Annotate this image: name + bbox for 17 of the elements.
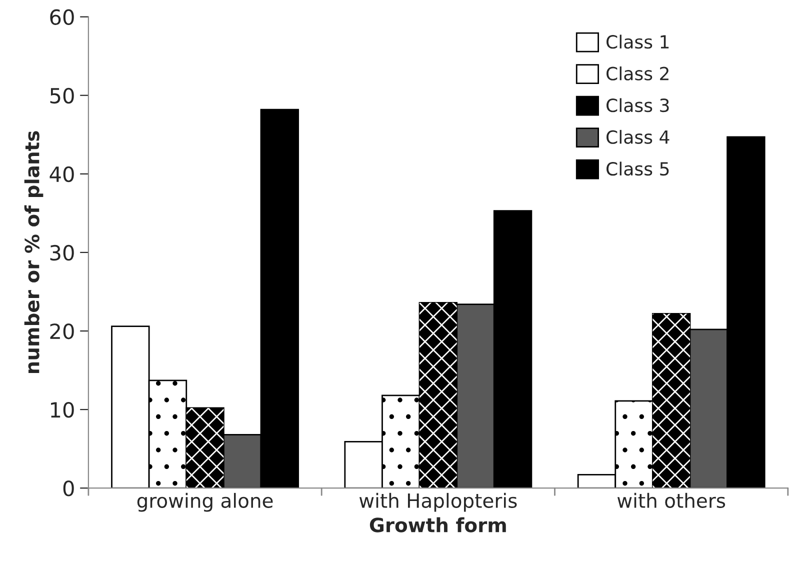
legend-label: Class 2 [606,66,668,80]
legend-label: Class 3 [606,98,669,112]
y-tick-label: 20 [50,323,74,340]
y-tick-label: 10 [51,402,74,418]
x-tick-label: with Haplopteris [359,492,517,512]
y-tick-label: 50 [50,88,74,104]
legend-label: Class 5 [606,162,669,176]
y-axis-title: number or % of plants [24,131,44,374]
y-tick-label: 30 [50,244,74,261]
x-axis-title: Growth form [370,517,506,532]
y-tick-label: 40 [50,166,74,182]
y-tick-label: 0 [63,480,74,496]
legend-label: Class 1 [606,34,669,49]
legend-label: Class 4 [606,130,670,144]
x-tick-label: with others [617,492,726,508]
x-tick-label: growing alone [137,492,273,512]
y-tick-label: 60 [50,9,74,26]
